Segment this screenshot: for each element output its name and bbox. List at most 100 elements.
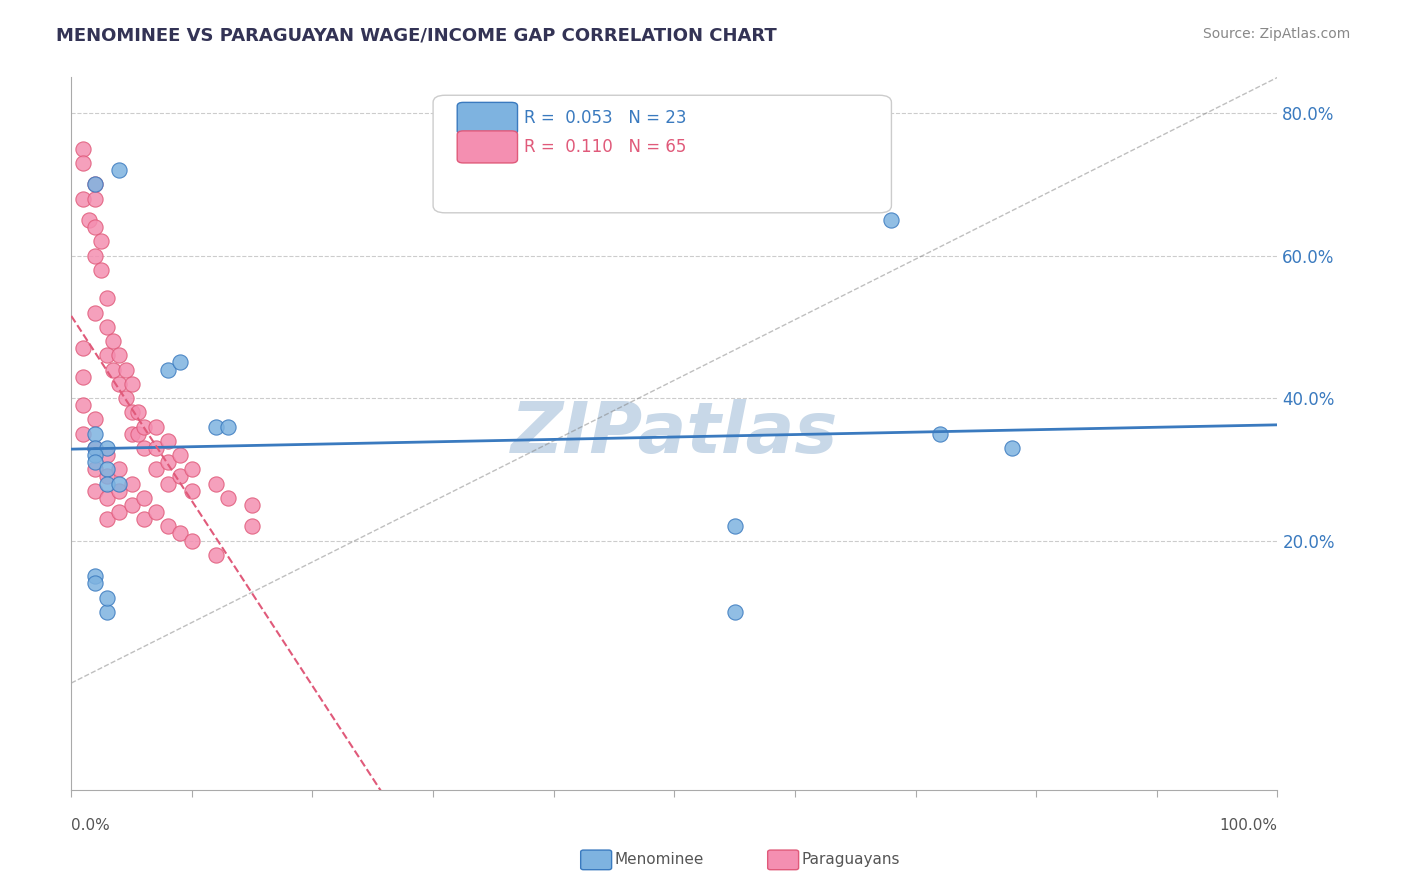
Point [108, 476, 131, 491]
Point [84, 192, 107, 206]
Point [145, 441, 167, 455]
Point [1001, 441, 1024, 455]
Point [121, 426, 143, 441]
Point [205, 476, 228, 491]
Point [84, 576, 107, 591]
Point [156, 434, 179, 448]
Text: Menominee: Menominee [614, 852, 704, 867]
FancyBboxPatch shape [457, 103, 517, 135]
Point [156, 455, 179, 469]
Point [90, 262, 112, 277]
Point [84, 220, 107, 235]
Point [72, 192, 94, 206]
Point [90, 235, 112, 249]
Point [240, 498, 263, 512]
Text: R =  0.053   N = 23: R = 0.053 N = 23 [523, 109, 686, 127]
Point [103, 334, 125, 348]
Point [127, 426, 149, 441]
Point [108, 348, 131, 362]
Point [156, 476, 179, 491]
Point [96, 591, 118, 605]
Point [205, 548, 228, 562]
Point [84, 412, 107, 426]
Point [180, 483, 202, 498]
Point [880, 213, 903, 227]
Point [96, 512, 118, 526]
Text: 0.0%: 0.0% [72, 819, 110, 833]
Point [79, 213, 101, 227]
Point [72, 398, 94, 412]
FancyBboxPatch shape [433, 95, 891, 213]
Point [145, 462, 167, 476]
Point [96, 448, 118, 462]
Point [84, 483, 107, 498]
Point [240, 519, 263, 533]
Point [72, 156, 94, 170]
Point [132, 441, 155, 455]
Point [145, 419, 167, 434]
Point [114, 362, 136, 376]
Point [723, 519, 745, 533]
Point [121, 498, 143, 512]
Point [121, 405, 143, 419]
Point [84, 249, 107, 263]
Point [84, 178, 107, 192]
Point [96, 476, 118, 491]
Point [180, 533, 202, 548]
Point [84, 178, 107, 192]
Point [121, 476, 143, 491]
Point [72, 369, 94, 384]
Point [103, 362, 125, 376]
Text: 100.0%: 100.0% [1219, 819, 1278, 833]
Point [132, 491, 155, 505]
Text: Source: ZipAtlas.com: Source: ZipAtlas.com [1202, 27, 1350, 41]
Point [169, 448, 191, 462]
Point [84, 441, 107, 455]
Point [96, 348, 118, 362]
Point [84, 448, 107, 462]
Point [145, 505, 167, 519]
Point [114, 391, 136, 405]
Point [132, 512, 155, 526]
Point [217, 491, 239, 505]
Point [928, 426, 950, 441]
Point [84, 455, 107, 469]
Point [217, 419, 239, 434]
Point [108, 505, 131, 519]
Point [127, 405, 149, 419]
Text: R =  0.110   N = 65: R = 0.110 N = 65 [523, 137, 686, 155]
Text: Paraguayans: Paraguayans [801, 852, 900, 867]
Point [723, 605, 745, 619]
Point [169, 355, 191, 369]
Point [84, 441, 107, 455]
Point [156, 519, 179, 533]
Point [108, 163, 131, 178]
Point [121, 376, 143, 391]
FancyBboxPatch shape [457, 131, 517, 163]
Point [96, 462, 118, 476]
Point [205, 419, 228, 434]
Point [108, 376, 131, 391]
Point [96, 319, 118, 334]
Point [132, 419, 155, 434]
Point [84, 569, 107, 583]
Point [96, 605, 118, 619]
Point [96, 291, 118, 305]
Point [156, 362, 179, 376]
Point [96, 469, 118, 483]
Text: ZIPatlas: ZIPatlas [510, 400, 838, 468]
Point [72, 426, 94, 441]
Point [180, 462, 202, 476]
Point [84, 305, 107, 319]
Point [96, 491, 118, 505]
Point [84, 426, 107, 441]
Point [84, 462, 107, 476]
Point [169, 526, 191, 541]
Point [108, 483, 131, 498]
Point [96, 441, 118, 455]
Point [72, 142, 94, 156]
Point [169, 469, 191, 483]
Point [108, 462, 131, 476]
Text: MENOMINEE VS PARAGUAYAN WAGE/INCOME GAP CORRELATION CHART: MENOMINEE VS PARAGUAYAN WAGE/INCOME GAP … [56, 27, 778, 45]
Point [72, 341, 94, 355]
